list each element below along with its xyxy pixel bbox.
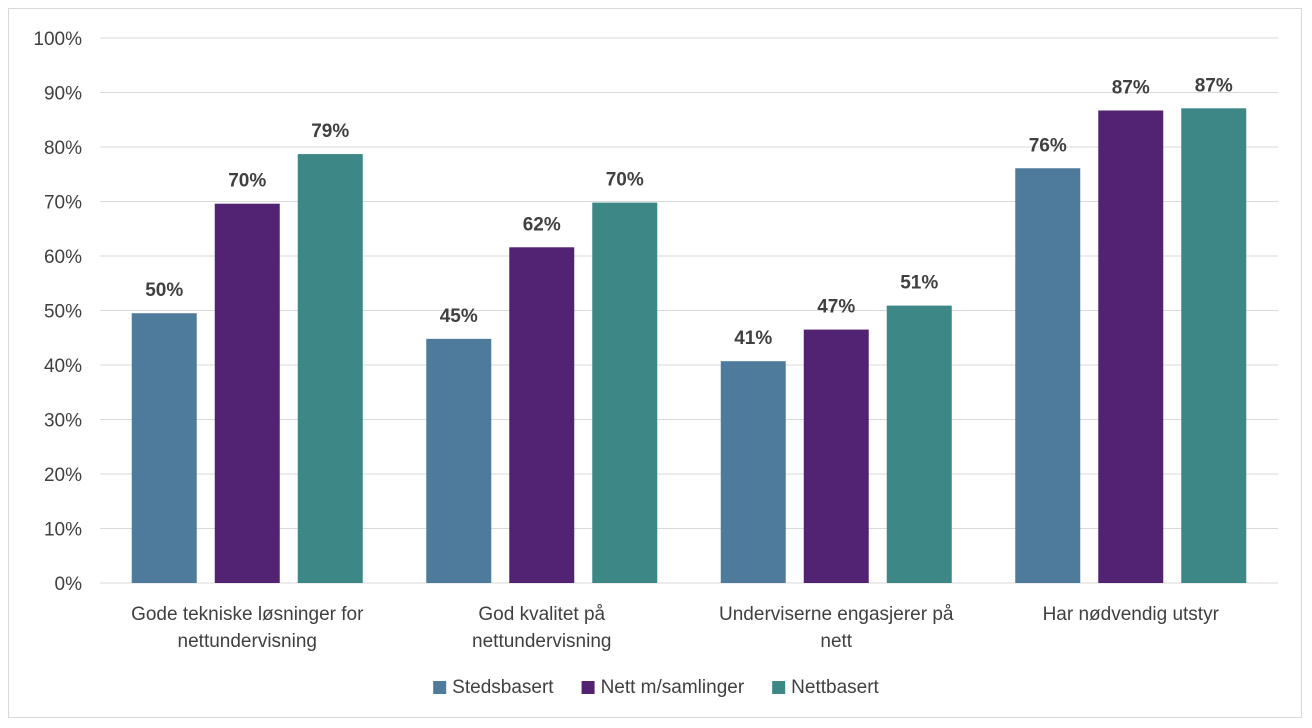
- data-label: 62%: [523, 214, 561, 235]
- data-label: 87%: [1195, 75, 1233, 96]
- data-label: 76%: [1029, 135, 1067, 156]
- category-label: God kvalitet på: [478, 604, 605, 625]
- y-tick-label: 80%: [44, 138, 82, 159]
- legend-swatch: [581, 681, 595, 694]
- legend-label: Stedsbasert: [452, 677, 554, 698]
- bar: [886, 305, 952, 583]
- category-label: nett: [820, 631, 852, 652]
- bar: [1015, 168, 1081, 583]
- legend-swatch: [772, 681, 786, 694]
- data-label: 50%: [145, 280, 183, 301]
- y-tick-label: 20%: [44, 465, 82, 486]
- data-label: 47%: [817, 297, 855, 318]
- legend: Stedsbasert Nett m/samlinger Nettbasert: [433, 677, 880, 698]
- y-axis-tick-labels: 0% 10% 20% 30% 40% 50% 60% 70% 80% 90% 100%: [33, 29, 82, 595]
- y-tick-label: 60%: [44, 247, 82, 268]
- category-labels: Gode tekniske løsninger for nettundervisn…: [131, 604, 1220, 652]
- y-tick-label: 10%: [44, 520, 82, 541]
- legend-label: Nettbasert: [791, 677, 879, 698]
- category-label: nettundervisning: [178, 631, 317, 652]
- bar: [803, 329, 869, 583]
- bar: [1181, 108, 1247, 584]
- y-tick-label: 0%: [55, 574, 83, 595]
- data-label: 70%: [606, 170, 644, 191]
- bar: [1098, 110, 1164, 584]
- legend-swatch: [433, 681, 447, 694]
- bar: [426, 338, 492, 583]
- y-tick-label: 30%: [44, 411, 82, 432]
- bar: [720, 361, 786, 583]
- y-tick-label: 40%: [44, 356, 82, 377]
- data-label: 51%: [900, 273, 938, 294]
- data-labels: 50% 70% 79% 45% 62% 70% 41% 47% 51% 76% 87% 87%: [145, 75, 1233, 349]
- y-tick-label: 70%: [44, 193, 82, 214]
- y-tick-label: 50%: [44, 302, 82, 323]
- data-label: 41%: [734, 328, 772, 349]
- category-label: Gode tekniske løsninger for: [131, 604, 364, 625]
- data-label: 45%: [440, 306, 478, 327]
- data-label: 70%: [228, 171, 266, 192]
- y-tick-label: 90%: [44, 84, 82, 105]
- bar: [214, 203, 280, 583]
- data-label: 87%: [1112, 77, 1150, 98]
- bar: [592, 202, 658, 583]
- bar: [509, 247, 575, 583]
- gridlines: [100, 37, 1278, 584]
- category-label: Underviserne engasjerer på: [719, 604, 954, 625]
- bar: [131, 313, 197, 583]
- data-label: 79%: [311, 121, 349, 142]
- y-tick-label: 100%: [33, 29, 82, 50]
- legend-label: Nett m/samlinger: [601, 677, 745, 698]
- category-label: Har nødvendig utstyr: [1043, 604, 1220, 625]
- bar: [297, 154, 363, 583]
- bars: [131, 108, 1247, 584]
- category-label: nettundervisning: [472, 631, 611, 652]
